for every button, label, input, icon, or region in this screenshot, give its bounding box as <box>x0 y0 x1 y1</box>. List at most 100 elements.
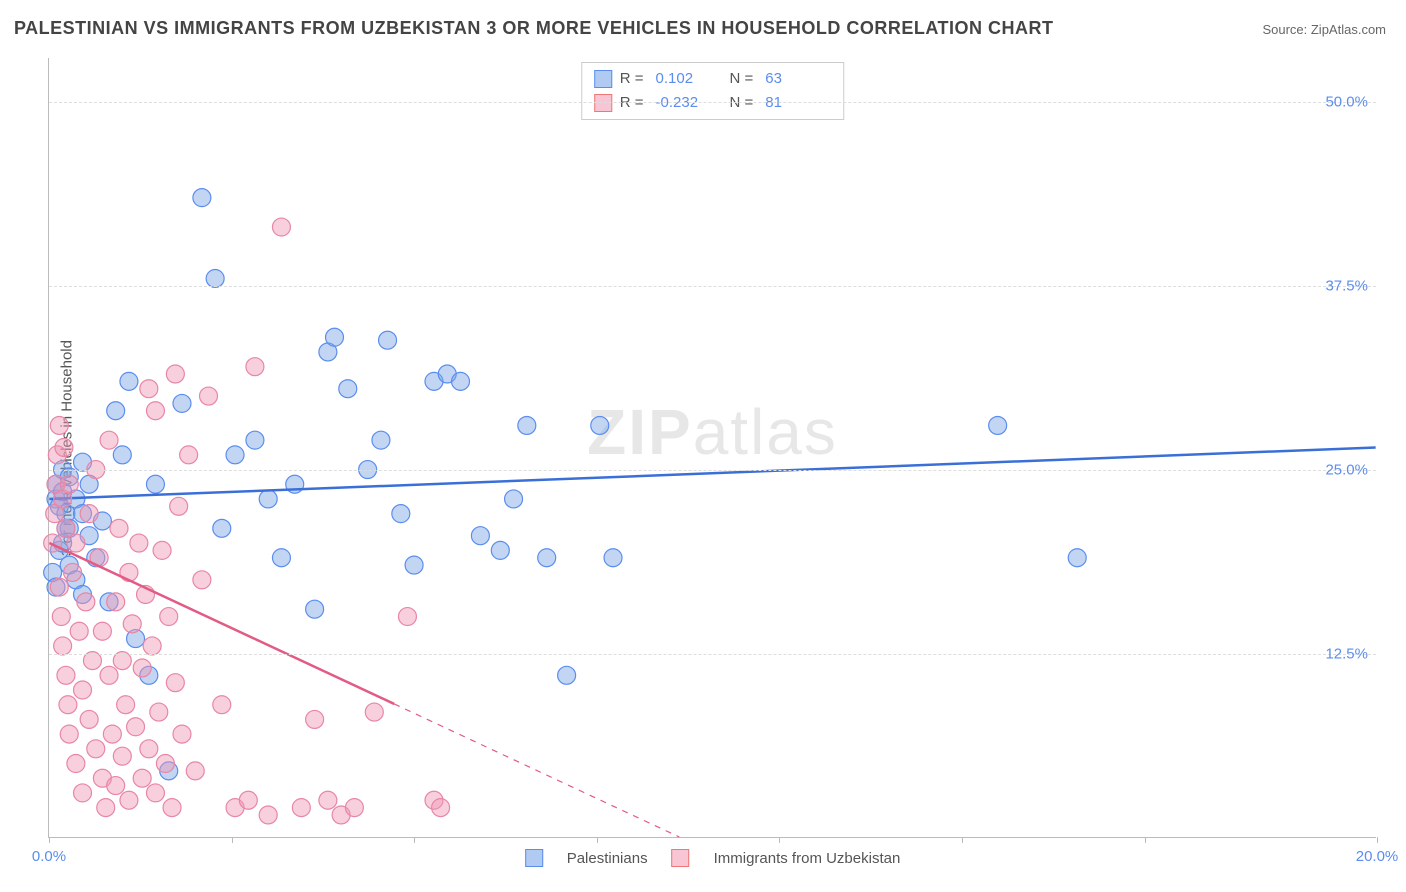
data-point <box>379 331 397 349</box>
data-point <box>246 358 264 376</box>
data-point <box>67 534 85 552</box>
data-point <box>345 799 363 817</box>
data-point <box>77 593 95 611</box>
data-point <box>70 622 88 640</box>
data-point <box>365 703 383 721</box>
gridline <box>49 102 1376 103</box>
bottom-legend: Palestinians Immigrants from Uzbekistan <box>525 849 901 867</box>
data-point <box>226 446 244 464</box>
data-point <box>591 416 609 434</box>
data-point <box>170 497 188 515</box>
n-value-blue: 63 <box>765 67 817 91</box>
data-point <box>120 372 138 390</box>
data-point <box>100 666 118 684</box>
xtick <box>1377 837 1378 843</box>
data-point <box>163 799 181 817</box>
source-attribution: Source: ZipAtlas.com <box>1262 22 1386 37</box>
data-point <box>97 799 115 817</box>
data-point <box>166 365 184 383</box>
xtick-label: 0.0% <box>32 848 66 865</box>
data-point <box>604 549 622 567</box>
data-point <box>100 431 118 449</box>
data-point <box>67 755 85 773</box>
chart-title: PALESTINIAN VS IMMIGRANTS FROM UZBEKISTA… <box>14 18 1054 39</box>
data-point <box>57 666 75 684</box>
xtick <box>414 837 415 843</box>
ytick-label: 37.5% <box>1325 278 1368 295</box>
chart-svg <box>49 58 1376 837</box>
ytick-label: 50.0% <box>1325 94 1368 111</box>
data-point <box>156 755 174 773</box>
data-point <box>133 769 151 787</box>
data-point <box>80 710 98 728</box>
stats-legend-box: R = 0.102 N = 63 R = -0.232 N = 81 <box>581 62 845 120</box>
data-point <box>372 431 390 449</box>
legend-label-blue: Palestinians <box>567 850 648 867</box>
data-point <box>193 571 211 589</box>
data-point <box>113 446 131 464</box>
data-point <box>518 416 536 434</box>
data-point <box>326 328 344 346</box>
data-point <box>59 696 77 714</box>
data-point <box>52 608 70 626</box>
data-point <box>54 637 72 655</box>
data-point <box>206 269 224 287</box>
data-point <box>50 578 68 596</box>
data-point <box>193 189 211 207</box>
trend-line <box>49 448 1375 499</box>
xtick <box>597 837 598 843</box>
data-point <box>272 218 290 236</box>
data-point <box>133 659 151 677</box>
ytick-label: 25.0% <box>1325 462 1368 479</box>
data-point <box>103 725 121 743</box>
data-point <box>405 556 423 574</box>
data-point <box>491 541 509 559</box>
data-point <box>80 505 98 523</box>
xtick <box>232 837 233 843</box>
swatch-blue <box>594 70 612 88</box>
data-point <box>339 380 357 398</box>
data-point <box>120 563 138 581</box>
ytick-label: 12.5% <box>1325 646 1368 663</box>
xtick <box>779 837 780 843</box>
data-point <box>213 519 231 537</box>
trend-line-extrapolated <box>394 704 679 837</box>
data-point <box>989 416 1007 434</box>
plot-area: 3 or more Vehicles in Household ZIPatlas… <box>48 58 1376 838</box>
data-point <box>319 791 337 809</box>
stats-row-blue: R = 0.102 N = 63 <box>594 67 832 91</box>
data-point <box>110 519 128 537</box>
data-point <box>55 439 73 457</box>
data-point <box>87 740 105 758</box>
data-point <box>146 402 164 420</box>
data-point <box>153 541 171 559</box>
data-point <box>1068 549 1086 567</box>
data-point <box>246 431 264 449</box>
data-point <box>146 784 164 802</box>
data-point <box>113 747 131 765</box>
data-point <box>213 696 231 714</box>
data-point <box>60 475 78 493</box>
gridline <box>49 470 1376 471</box>
r-value-blue: 0.102 <box>656 67 708 91</box>
data-point <box>452 372 470 390</box>
gridline <box>49 286 1376 287</box>
data-point <box>200 387 218 405</box>
data-point <box>120 791 138 809</box>
data-point <box>130 534 148 552</box>
data-point <box>538 549 556 567</box>
xtick <box>962 837 963 843</box>
data-point <box>127 718 145 736</box>
data-point <box>60 725 78 743</box>
data-point <box>44 534 62 552</box>
data-point <box>74 681 92 699</box>
data-point <box>140 740 158 758</box>
data-point <box>107 777 125 795</box>
data-point <box>143 637 161 655</box>
data-point <box>398 608 416 626</box>
legend-swatch-pink <box>672 849 690 867</box>
xtick <box>1145 837 1146 843</box>
data-point <box>140 380 158 398</box>
data-point <box>292 799 310 817</box>
data-point <box>74 784 92 802</box>
